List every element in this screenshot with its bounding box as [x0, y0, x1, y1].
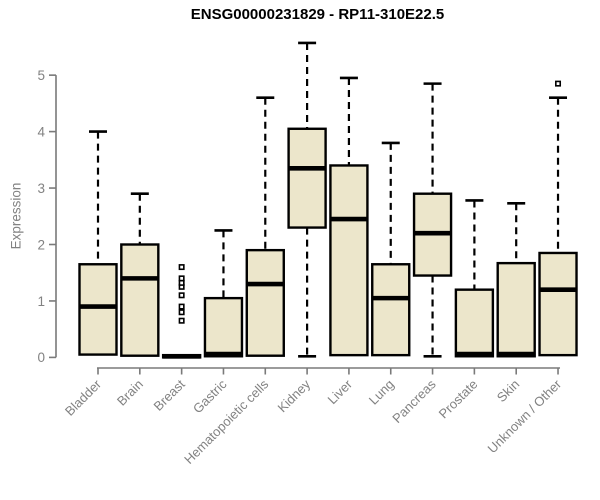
y-tick-label: 4	[37, 124, 45, 139]
x-tick-label: Lung	[366, 377, 397, 408]
box-group-pancreas	[412, 82, 453, 358]
outlier-point	[178, 275, 185, 282]
box-rect	[120, 243, 160, 357]
x-tick-label: Bladder	[62, 376, 105, 419]
box-group-unknown-other	[538, 80, 578, 357]
x-tick-label: Kidney	[275, 376, 314, 415]
box-group-breast	[161, 264, 202, 359]
box-group-prostate	[454, 199, 495, 358]
outlier-point	[178, 264, 185, 271]
x-tick-label: Prostate	[436, 377, 481, 422]
box-group-hematopoietic-cells	[245, 96, 285, 357]
outlier-point	[555, 80, 562, 87]
x-tick-label: Liver	[325, 376, 356, 407]
box-group-bladder	[78, 130, 118, 356]
box-group-brain	[120, 192, 160, 357]
x-tick-label: Brain	[114, 377, 146, 409]
chart-title: ENSG00000231829 - RP11-310E22.5	[190, 6, 445, 23]
y-tick-label: 2	[37, 237, 45, 252]
x-tick-label: Skin	[494, 377, 522, 405]
box-rect	[371, 263, 411, 357]
box-group-kidney	[287, 41, 327, 358]
outlier-point	[178, 317, 185, 324]
box-rect	[329, 164, 369, 357]
box-rect	[538, 251, 578, 357]
y-tick-label: 0	[37, 350, 45, 365]
x-tick-label: Breast	[151, 376, 188, 413]
outlier-point	[178, 292, 185, 299]
outlier-point	[178, 303, 185, 310]
box-group-lung	[371, 141, 411, 357]
outlier-point	[178, 309, 185, 316]
box-rect	[454, 288, 495, 358]
box-rect	[496, 261, 536, 358]
box-group-liver	[329, 76, 369, 357]
x-tick-label: Pancreas	[389, 376, 439, 426]
box-group-skin	[496, 201, 536, 358]
box-rect	[78, 263, 118, 356]
x-tick-label: Gastric	[190, 376, 230, 416]
box-rect	[287, 127, 327, 229]
y-tick-label: 5	[37, 68, 45, 83]
box-rect	[245, 248, 285, 357]
y-tick-label: 1	[37, 294, 45, 309]
box-group-gastric	[203, 229, 244, 358]
y-tick-label: 3	[37, 181, 45, 196]
box-rect	[203, 296, 244, 358]
x-tick-label: Unknown / Other	[485, 376, 565, 456]
